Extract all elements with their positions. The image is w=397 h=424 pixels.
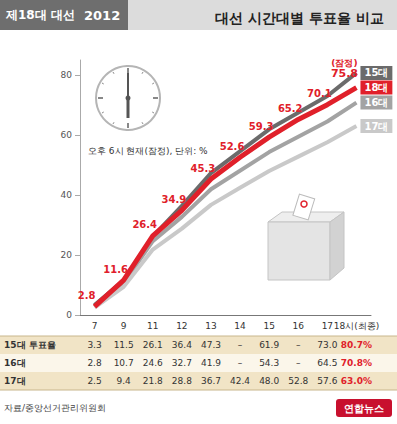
svg-text:26.4: 26.4	[132, 219, 157, 230]
svg-text:자료/중앙선거관리위원회: 자료/중앙선거관리위원회	[4, 403, 106, 413]
svg-text:80: 80	[61, 70, 73, 80]
svg-text:2012: 2012	[84, 8, 120, 23]
svg-text:2.8: 2.8	[78, 290, 96, 301]
svg-text:36.4: 36.4	[172, 340, 192, 350]
svg-text:36.7: 36.7	[201, 376, 221, 386]
svg-text:45.3: 45.3	[191, 163, 216, 174]
svg-text:–: –	[296, 340, 301, 350]
svg-text:18대: 18대	[364, 82, 388, 93]
svg-text:42.4: 42.4	[230, 376, 250, 386]
svg-text:47.3: 47.3	[201, 340, 221, 350]
svg-text:21.8: 21.8	[143, 376, 163, 386]
svg-text:28.8: 28.8	[172, 376, 192, 386]
svg-text:11: 11	[147, 321, 158, 331]
svg-text:16대: 16대	[364, 97, 388, 108]
svg-text:9.4: 9.4	[116, 376, 131, 386]
svg-text:18시(최종): 18시(최종)	[334, 321, 379, 331]
svg-text:57.6: 57.6	[317, 376, 337, 386]
svg-text:70.1: 70.1	[307, 88, 332, 99]
svg-text:32.7: 32.7	[172, 358, 192, 368]
svg-text:16: 16	[293, 321, 305, 331]
svg-text:41.9: 41.9	[201, 358, 221, 368]
svg-text:(잠정): (잠정)	[331, 58, 358, 69]
svg-text:10.7: 10.7	[114, 358, 134, 368]
svg-text:20: 20	[61, 250, 73, 260]
svg-text:2.8: 2.8	[87, 358, 102, 368]
svg-text:오후 6시 현재(잠정), 단위: %: 오후 6시 현재(잠정), 단위: %	[88, 146, 208, 156]
svg-text:12: 12	[176, 321, 187, 331]
svg-text:17: 17	[322, 321, 333, 331]
svg-text:52.8: 52.8	[288, 376, 308, 386]
svg-text:15: 15	[263, 321, 274, 331]
svg-text:13: 13	[205, 321, 216, 331]
svg-text:48.0: 48.0	[259, 376, 279, 386]
svg-text:대선 시간대별 투표율 비교: 대선 시간대별 투표율 비교	[215, 10, 384, 26]
svg-text:16대: 16대	[4, 358, 26, 368]
svg-text:17대: 17대	[4, 376, 26, 386]
svg-text:26.1: 26.1	[143, 340, 163, 350]
svg-text:17대: 17대	[364, 121, 388, 132]
svg-text:11.6: 11.6	[103, 264, 128, 275]
svg-text:75.8: 75.8	[331, 67, 358, 80]
svg-text:–: –	[238, 358, 243, 368]
svg-text:15대 투표율: 15대 투표율	[4, 340, 56, 350]
svg-text:60: 60	[61, 130, 73, 140]
svg-text:제18대 대선: 제18대 대선	[5, 8, 75, 22]
svg-text:2.5: 2.5	[87, 376, 101, 386]
svg-text:40: 40	[61, 190, 73, 200]
svg-text:14: 14	[234, 321, 246, 331]
svg-text:9: 9	[121, 321, 127, 331]
svg-text:3.3: 3.3	[87, 340, 101, 350]
svg-text:7: 7	[92, 321, 98, 331]
svg-text:–: –	[296, 358, 301, 368]
svg-text:–: –	[238, 340, 243, 350]
svg-text:63.0%: 63.0%	[341, 376, 372, 386]
svg-text:11.5: 11.5	[114, 340, 134, 350]
svg-text:65.2: 65.2	[278, 103, 303, 114]
svg-text:80.7%: 80.7%	[341, 340, 372, 350]
svg-text:61.9: 61.9	[259, 340, 279, 350]
svg-text:54.3: 54.3	[259, 358, 279, 368]
svg-text:52.6: 52.6	[220, 141, 245, 152]
svg-text:70.8%: 70.8%	[341, 358, 372, 368]
svg-text:64.5: 64.5	[317, 358, 337, 368]
svg-text:15대: 15대	[364, 67, 388, 78]
svg-text:59.3: 59.3	[249, 121, 274, 132]
svg-text:73.0: 73.0	[317, 340, 337, 350]
svg-text:연합뉴스: 연합뉴스	[344, 403, 384, 414]
svg-text:0: 0	[66, 310, 72, 320]
svg-text:24.6: 24.6	[143, 358, 163, 368]
svg-text:34.9: 34.9	[162, 194, 187, 205]
